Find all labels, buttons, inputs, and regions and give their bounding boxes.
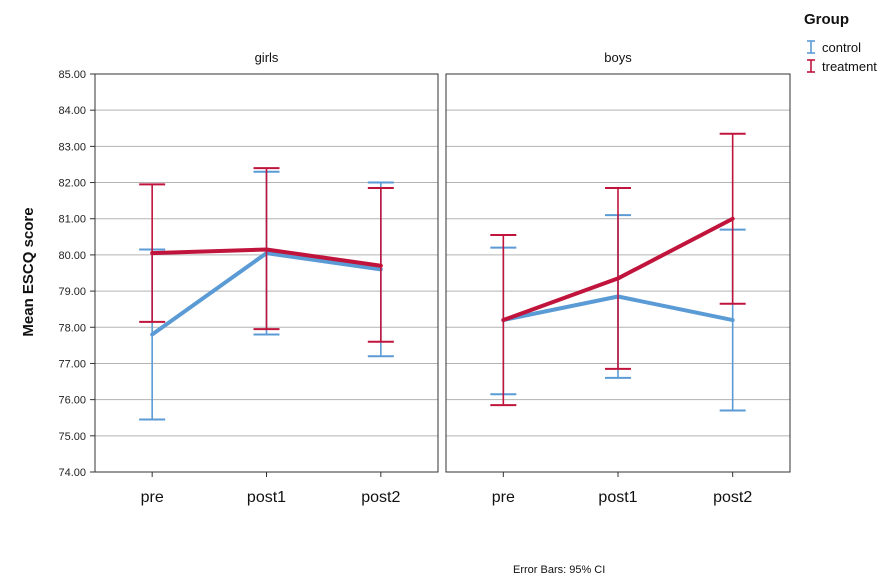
y-tick-label: 83.00	[58, 141, 86, 153]
y-tick-label: 75.00	[58, 431, 86, 443]
panel-title: boys	[604, 50, 632, 65]
x-tick-label: post1	[247, 489, 286, 506]
x-tick-label: post1	[598, 489, 637, 506]
panels: girls pre post1 post2 boys pre post1 post2	[94, 50, 791, 506]
x-tick-label: post2	[713, 489, 752, 506]
y-tick-label: 80.00	[58, 250, 86, 262]
y-axis: 74.00 75.00 76.00 77.00 78.00 79.00 80.00 81.00…	[58, 69, 95, 479]
footnote: Error Bars: 95% CI	[513, 564, 605, 576]
y-tick-label: 78.00	[58, 322, 86, 334]
y-tick-label: 81.00	[58, 214, 86, 226]
legend-title: Group	[804, 11, 849, 28]
y-tick-label: 79.00	[58, 286, 86, 298]
gridlines	[95, 73, 790, 473]
series-line-treatment	[150, 247, 383, 268]
legend-label: treatment	[822, 59, 877, 74]
x-tick-label: post2	[361, 489, 400, 506]
panel-girls: girls pre post1 post2	[139, 50, 401, 506]
x-tick-label: pre	[492, 489, 515, 506]
y-axis-label: Mean ESCQ score	[20, 207, 37, 336]
y-tick-label: 85.00	[58, 69, 86, 81]
series-line-treatment	[501, 216, 735, 323]
legend-item-treatment: treatment	[807, 59, 877, 74]
y-tick-label: 84.00	[58, 105, 86, 117]
y-tick-label: 76.00	[58, 395, 86, 407]
y-tick-label: 74.00	[58, 467, 86, 479]
y-tick-label: 77.00	[58, 358, 86, 370]
legend-label: control	[822, 40, 861, 55]
legend-item-control: control	[807, 40, 861, 55]
x-tick-label: pre	[141, 489, 164, 506]
y-tick-label: 82.00	[58, 178, 86, 190]
panel-title: girls	[255, 50, 279, 65]
panel-boys: boys pre post1 post2	[490, 50, 752, 506]
legend: Group control treatment	[804, 11, 877, 74]
